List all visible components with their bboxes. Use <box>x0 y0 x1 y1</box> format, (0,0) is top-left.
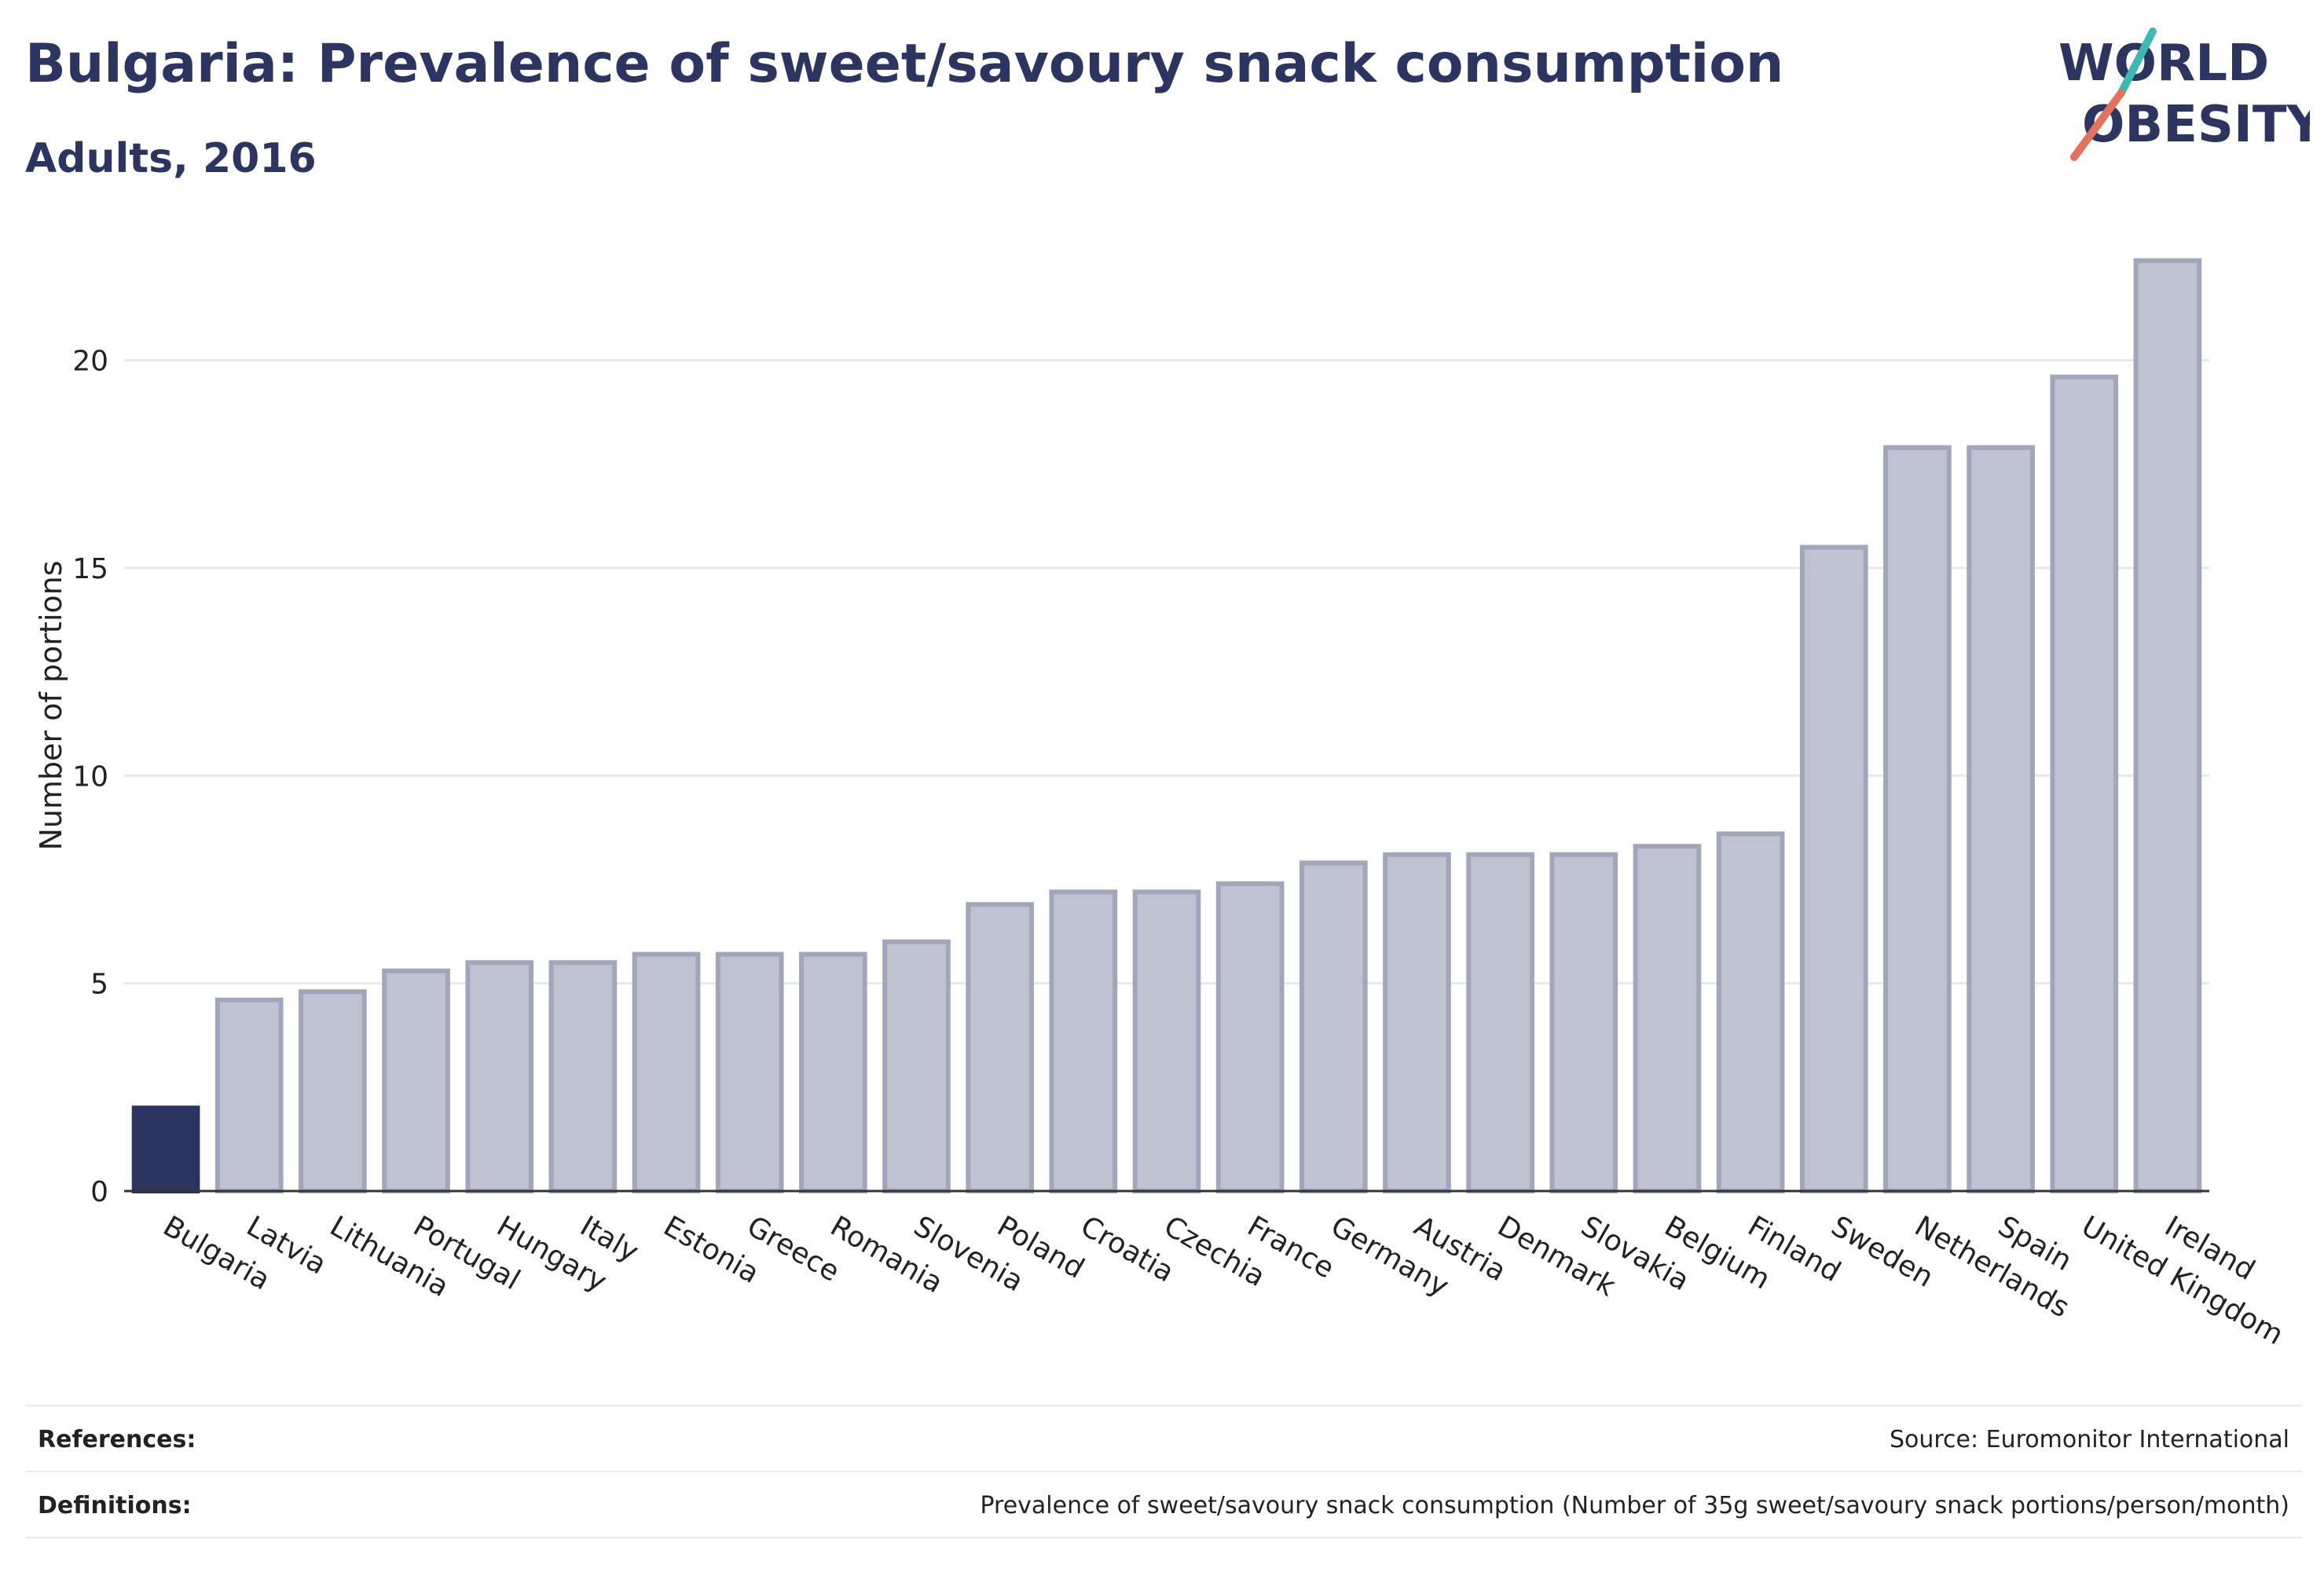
y-tick-label: 5 <box>90 969 108 1001</box>
x-tick-label: Estonia <box>658 1210 764 1290</box>
bar-hungary <box>465 960 534 1194</box>
references-label: References: <box>38 1425 196 1453</box>
bar-spain <box>1967 445 2035 1193</box>
bar-netherlands <box>1883 445 1952 1193</box>
references-row: References: Source: Euromonitor Internat… <box>38 1408 2289 1471</box>
bar-france <box>1215 881 1285 1194</box>
bar-sweden <box>1799 544 1868 1193</box>
bar-estonia <box>632 951 701 1193</box>
x-tick-label: Croatia <box>1075 1210 1179 1288</box>
logo-text-world: WORLD <box>2058 35 2269 93</box>
axes: 05101520BulgariaLatviaLithuaniaPortugalH… <box>72 346 2289 1352</box>
bar-portugal <box>382 968 450 1193</box>
bar-italy <box>548 960 618 1194</box>
bar-united-kingdom <box>2050 374 2119 1194</box>
definitions-row: Definitions: Prevalence of sweet/savoury… <box>38 1474 2289 1537</box>
chart-subtitle: Adults, 2016 <box>25 135 317 182</box>
bar-slovenia <box>882 939 951 1193</box>
logo-text-obesity: OBESITY <box>2082 96 2310 154</box>
y-tick-label: 0 <box>90 1176 108 1208</box>
bar-denmark <box>1466 852 1534 1193</box>
bar-chart: 05101520BulgariaLatviaLithuaniaPortugalH… <box>34 258 2289 1352</box>
y-axis-label: Number of portions <box>34 560 68 850</box>
bar-germany <box>1299 860 1368 1193</box>
bar-belgium <box>1633 844 1702 1193</box>
chart-title: Bulgaria: Prevalence of sweet/savoury sn… <box>25 33 1784 95</box>
bar-slovakia <box>1549 852 1618 1193</box>
footer-divider-middle <box>25 1471 2302 1472</box>
y-tick-label: 15 <box>72 553 108 585</box>
bar-bulgaria <box>131 1105 200 1193</box>
bars <box>131 258 2202 1194</box>
footer-divider-bottom <box>25 1537 2302 1538</box>
definitions-label: Definitions: <box>38 1491 192 1519</box>
bar-croatia <box>1049 889 1118 1193</box>
bar-ireland <box>2133 258 2202 1194</box>
definitions-value: Prevalence of sweet/savoury snack consum… <box>980 1491 2289 1519</box>
footer-divider-top <box>25 1405 2302 1406</box>
bar-czechia <box>1132 889 1201 1193</box>
references-value: Source: Euromonitor International <box>1889 1425 2289 1453</box>
bar-poland <box>966 902 1035 1193</box>
y-tick-label: 20 <box>72 346 108 378</box>
bar-austria <box>1383 852 1451 1193</box>
bar-romania <box>799 951 867 1193</box>
bar-lithuania <box>299 989 367 1193</box>
y-tick-label: 10 <box>72 761 108 793</box>
logo-slash-red <box>2070 89 2125 161</box>
bar-greece <box>715 951 784 1193</box>
bar-finland <box>1716 831 1785 1194</box>
x-tick-label: Greece <box>742 1210 845 1288</box>
logo-slash-teal <box>2117 27 2157 97</box>
world-obesity-logo: WORLD OBESITY <box>2058 27 2310 161</box>
bar-latvia <box>214 997 284 1194</box>
